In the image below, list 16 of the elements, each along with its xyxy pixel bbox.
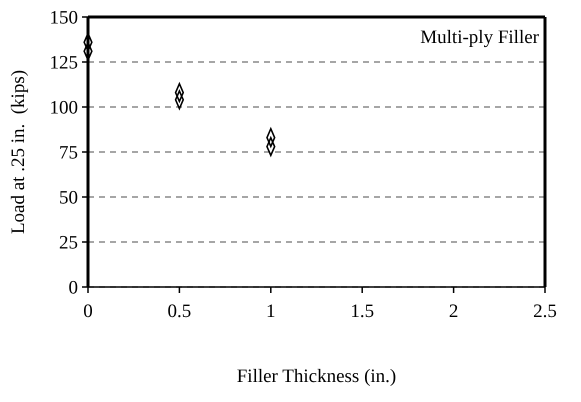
- y-tick-label: 75: [59, 142, 78, 164]
- annotation: Multi-ply Filler: [420, 27, 540, 48]
- y-tick-label: 100: [50, 98, 78, 119]
- x-tick-label: 2.5: [533, 301, 557, 322]
- y-axis-title: Load at .25 in. (kips): [8, 70, 29, 234]
- y-tick-label: 25: [59, 232, 78, 254]
- x-axis-title: Filler Thickness (in.): [236, 366, 396, 387]
- y-tick-label: 50: [59, 188, 78, 209]
- y-tick-label: 150: [50, 8, 78, 29]
- y-tick-label: 0: [68, 278, 78, 299]
- x-tick-label: 0: [83, 301, 93, 322]
- x-tick-label: 1: [266, 301, 276, 322]
- y-tick-label: 125: [50, 52, 78, 74]
- x-tick-label: 0.5: [168, 301, 192, 322]
- x-tick-label: 2: [448, 301, 458, 322]
- x-tick-label: 1.5: [350, 301, 374, 322]
